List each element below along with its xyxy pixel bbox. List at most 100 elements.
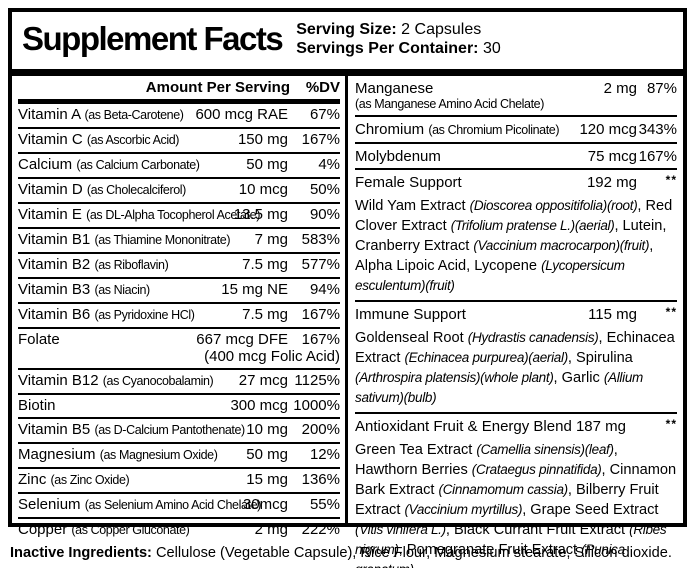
table-row: Vitamin B12 (as Cyanocobalamin) 27 mcg 112… <box>18 370 340 395</box>
ingredient-name: Chromium (as Chromium Picolinate) <box>355 121 560 138</box>
amount-value: 10 mg <box>246 421 288 438</box>
table-row: Vitamin B2 (as Riboflavin) 7.5 mg 577% <box>18 254 340 279</box>
daily-value: ** <box>637 417 677 436</box>
ingredient-name: Vitamin B1 (as Thiamine Mononitrate) <box>18 231 231 248</box>
daily-value: 90% <box>309 206 340 223</box>
amount-value: 7.5 mg <box>242 306 288 323</box>
daily-value: 222% <box>301 521 340 538</box>
daily-value: ** <box>637 173 677 192</box>
ingredient-name: Vitamin D (as Cholecalciferol) <box>18 181 186 198</box>
daily-value: 1125% <box>294 372 340 389</box>
ingredient-name: Vitamin A (as Beta-Carotene) <box>18 106 184 123</box>
ingredient-name: Magnesium (as Magnesium Oxide) <box>18 446 218 463</box>
daily-value: 67% <box>309 106 340 123</box>
daily-value: 136% <box>301 471 340 488</box>
table-row: Vitamin B3 (as Niacin) 15 mg NE 94% <box>18 279 340 304</box>
blend-ingredients: Green Tea Extract (Camellia sinensis)(le… <box>355 439 677 568</box>
table-row: Vitamin A (as Beta-Carotene) 600 mcg RAE 6… <box>18 104 340 129</box>
column-header-bar <box>18 99 340 104</box>
inactive-ingredients: Inactive Ingredients: Cellulose (Vegetab… <box>10 544 691 562</box>
panel-header: Supplement Facts Serving Size: 2 Capsule… <box>12 12 683 69</box>
table-row: Vitamin C (as Ascorbic Acid) 150 mg 167% <box>18 129 340 154</box>
daily-value: 12% <box>309 446 340 463</box>
table-row: Zinc (as Zinc Oxide) 15 mg 136% <box>18 469 340 494</box>
table-row: Immune Support 115 mg ** <box>355 302 677 327</box>
ingredient-name: Immune Support <box>355 306 466 323</box>
daily-value: 87% <box>646 80 677 97</box>
ingredient-form: (as Thiamine Mononitrate) <box>94 233 231 247</box>
botanical-name: (Dioscorea oppositifolia)(root) <box>469 198 638 213</box>
ingredient-name: Vitamin B5 (as D-Calcium Pantothenate) <box>18 421 245 438</box>
daily-value: 1000% <box>293 397 340 414</box>
not-established-asterisks: ** <box>665 417 677 431</box>
amount-value: 50 mg <box>246 446 288 463</box>
inactive-ingredients-label: Inactive Ingredients: <box>10 545 152 561</box>
ingredient-form: (as Cholecalciferol) <box>86 183 186 197</box>
botanical-name: (Punica granatum) <box>355 542 625 568</box>
panel-title: Supplement Facts <box>22 20 284 57</box>
ingredient-name: Vitamin C (as Ascorbic Acid) <box>18 131 180 148</box>
amount-value: 600 mcg RAE <box>195 106 288 123</box>
ingredient-form: (as Magnesium Oxide) <box>99 448 218 462</box>
table-row: Vitamin B6 (as Pyridoxine HCl) 7.5 mg 167% <box>18 304 340 329</box>
table-row: Folate 667 mcg DFE 167% (400 mcg Folic Acid… <box>18 329 340 370</box>
ingredient-name: Zinc (as Zinc Oxide) <box>18 471 130 488</box>
amount-value: 2 mg <box>603 80 637 97</box>
left-column: Amount Per Serving %DV Vitamin A (as Bet… <box>12 76 345 538</box>
botanical-name: (Vaccinium myrtillus) <box>404 502 523 517</box>
daily-value: 55% <box>309 496 340 513</box>
botanical-name: (Crataegus pinnatifida) <box>471 462 602 477</box>
ingredient-name: Vitamin B2 (as Riboflavin) <box>18 256 169 273</box>
inactive-ingredients-text: Cellulose (Vegetable Capsule), Rice Flou… <box>151 545 672 561</box>
table-row: Selenium (as Selenium Amino Acid Chelate… <box>18 494 340 519</box>
dv-header: %DV <box>305 79 340 96</box>
servings-value: 30 <box>478 40 501 57</box>
amount-value: 150 mg <box>237 131 288 148</box>
ingredient-form: (as Calcium Carbonate) <box>76 158 200 172</box>
daily-value: ** <box>637 305 677 324</box>
botanical-name: (Trifolium pratense L.)(aerial) <box>450 218 615 233</box>
ingredient-form: (as Beta-Carotene) <box>84 108 184 122</box>
nutrient-rows: Vitamin A (as Beta-Carotene) 600 mcg RAE 6… <box>18 104 340 542</box>
ingredient-form: (as Pyridoxine HCl) <box>94 308 195 322</box>
ingredient-form: (as Chromium Picolinate) <box>428 123 560 137</box>
ingredient-form: (as Copper Gluconate) <box>71 523 190 537</box>
daily-value: 50% <box>309 181 340 198</box>
daily-value: 4% <box>318 156 340 173</box>
amount-per-serving-header: Amount Per Serving <box>145 79 290 96</box>
amount-value: 13.5 mg <box>233 206 288 223</box>
nutrient-sections: Manganese 2 mg 87% (as Manganese Amino Acid… <box>355 76 677 568</box>
amount-value: 192 mg <box>586 174 637 191</box>
ingredient-name: Vitamin B3 (as Niacin) <box>18 281 150 298</box>
blend-ingredients: Wild Yam Extract (Dioscorea oppositifoli… <box>355 195 677 302</box>
amount-value: 7.5 mg <box>242 256 288 273</box>
not-established-asterisks: ** <box>665 173 677 187</box>
botanical-name: (Arthrospira platensis)(whole plant) <box>355 370 554 385</box>
daily-value: 94% <box>309 281 340 298</box>
table-row: Calcium (as Calcium Carbonate) 50 mg 4% <box>18 154 340 179</box>
table-row: Female Support 192 mg ** <box>355 170 677 195</box>
daily-value: 167% <box>301 131 340 148</box>
ingredient-name: Selenium (as Selenium Amino Acid Chelate… <box>18 496 261 513</box>
daily-value: 167% <box>638 148 677 165</box>
ingredient-name: Manganese <box>355 80 434 97</box>
amount-secondary: (400 mcg Folic Acid) <box>204 348 340 365</box>
serving-size-line: Serving Size: 2 Capsules <box>296 20 501 39</box>
servings-label: Servings Per Container: <box>296 40 479 57</box>
botanical-name: (Allium sativum)(bulb) <box>355 370 643 405</box>
ingredient-form: (as Ascorbic Acid) <box>86 133 180 147</box>
table-row: Vitamin D (as Cholecalciferol) 10 mcg 50% <box>18 179 340 204</box>
servings-per-container-line: Servings Per Container: 30 <box>296 39 501 58</box>
ingredient-form: (as D-Calcium Pantothenate) <box>94 423 245 437</box>
table-row: Antioxidant Fruit & Energy Blend 187 mg *… <box>355 414 677 439</box>
ingredient-name: Folate <box>18 331 60 348</box>
serving-info: Serving Size: 2 Capsules Servings Per Co… <box>296 19 501 58</box>
botanical-name: (Hydrastis canadensis) <box>467 330 599 345</box>
ingredient-form: (as Zinc Oxide) <box>50 473 130 487</box>
not-established-asterisks: ** <box>665 305 677 319</box>
table-row: Magnesium (as Magnesium Oxide) 50 mg 12% <box>18 444 340 469</box>
serving-size-label: Serving Size: <box>296 21 397 38</box>
daily-value: 583% <box>301 231 340 248</box>
table-row: Biotin 300 mcg 1000% <box>18 395 340 419</box>
